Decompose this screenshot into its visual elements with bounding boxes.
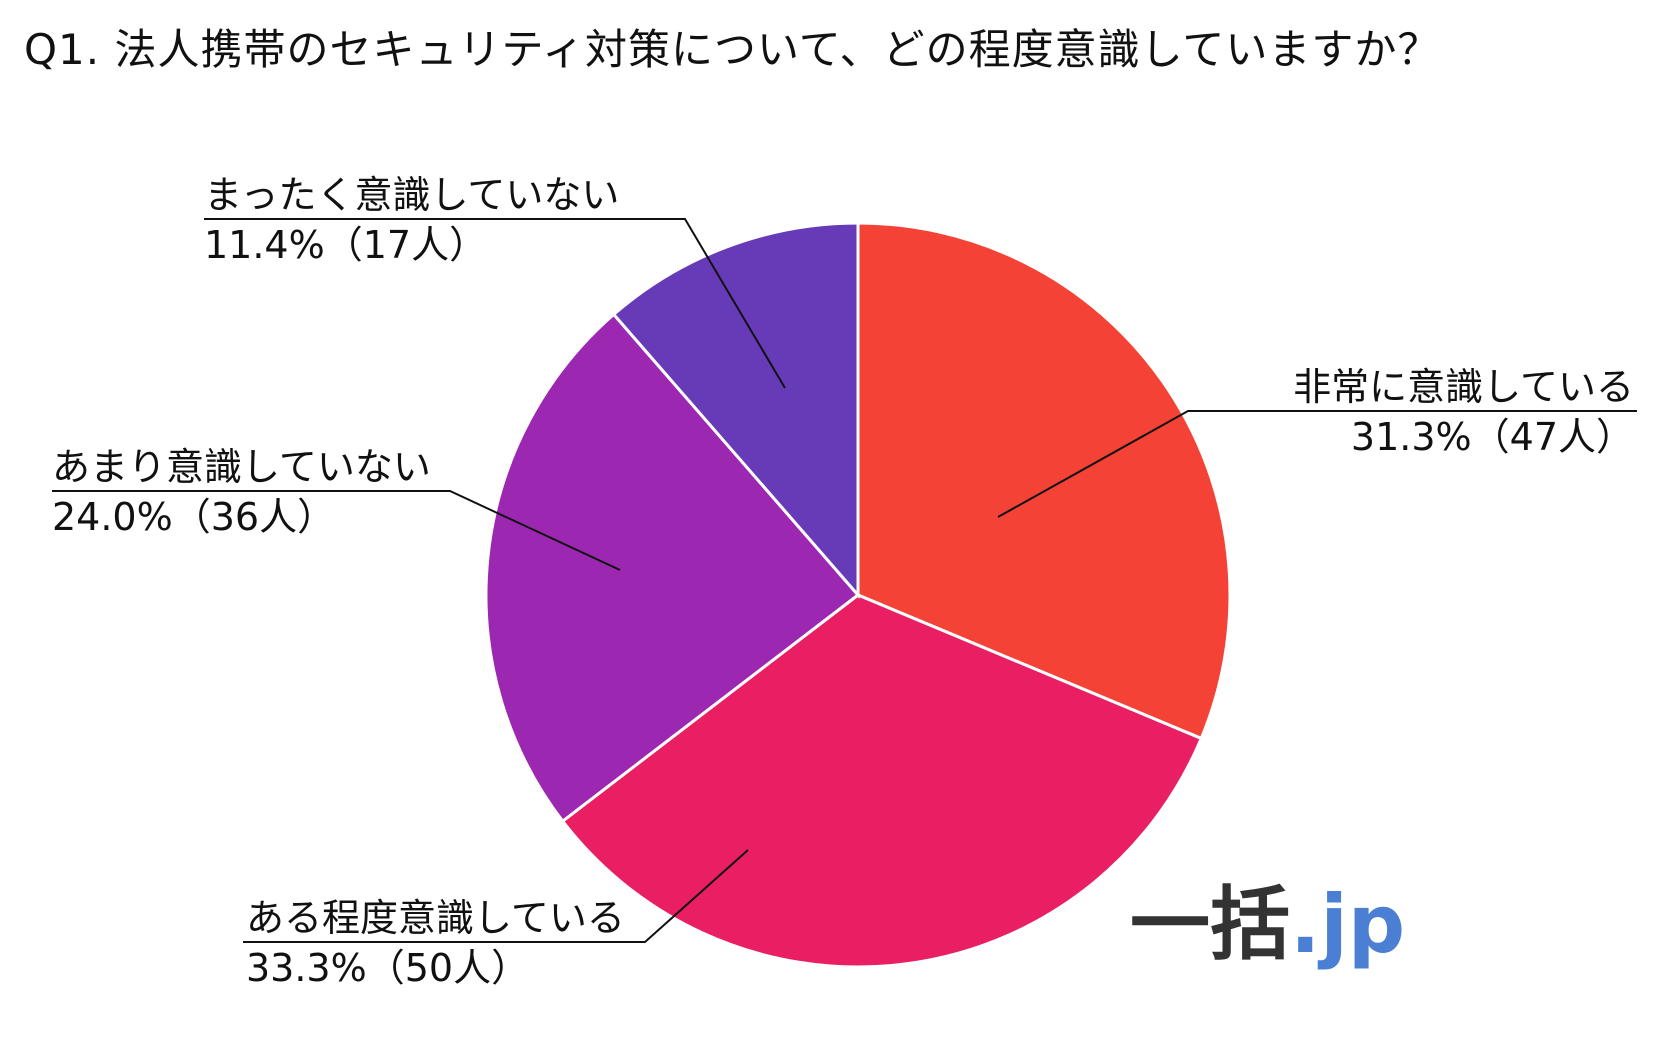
pie-slice-not-conscious-at-all [611, 221, 860, 600]
leader-line-somewhat-conscious [243, 849, 749, 943]
slice-label-value: 11.4%（17人） [204, 223, 488, 267]
leader-lines [52, 218, 1637, 943]
slice-label-value: 31.3%（47人） [1350, 415, 1634, 459]
pie-slice-very-conscious [856, 221, 1232, 741]
leader-line-not-very-conscious [52, 490, 621, 571]
pie-slices [484, 221, 1232, 969]
leader-line-very-conscious [997, 410, 1637, 518]
slice-label-name: まったく意識していない [204, 173, 620, 217]
slice-label-value: 24.0%（36人） [52, 495, 336, 539]
slice-label-not-very-conscious: あまり意識していない 24.0%（36人） [52, 442, 431, 542]
slice-label-not-conscious-at-all: まったく意識していない 11.4%（17人） [204, 170, 619, 270]
slice-label-somewhat-conscious: ある程度意識している 33.3%（50人） [246, 893, 625, 993]
pie-slice-not-very-conscious [484, 312, 861, 824]
slice-label-very-conscious: 非常に意識している 31.3%（47人） [1293, 362, 1634, 462]
chart-title: Q1. 法人携帯のセキュリティ対策について、どの程度意識していますか？ [24, 25, 1441, 74]
slice-label-name: ある程度意識している [246, 896, 625, 940]
slice-label-name: 非常に意識している [1293, 365, 1634, 409]
logo-suffix-text: .jp [1290, 878, 1406, 971]
slice-label-name: あまり意識していない [52, 445, 431, 489]
brand-logo: 一括.jp [1130, 880, 1405, 970]
slice-label-value: 33.3%（50人） [246, 946, 530, 990]
logo-main-text: 一括 [1130, 878, 1290, 971]
leader-line-not-conscious-at-all [204, 218, 786, 389]
